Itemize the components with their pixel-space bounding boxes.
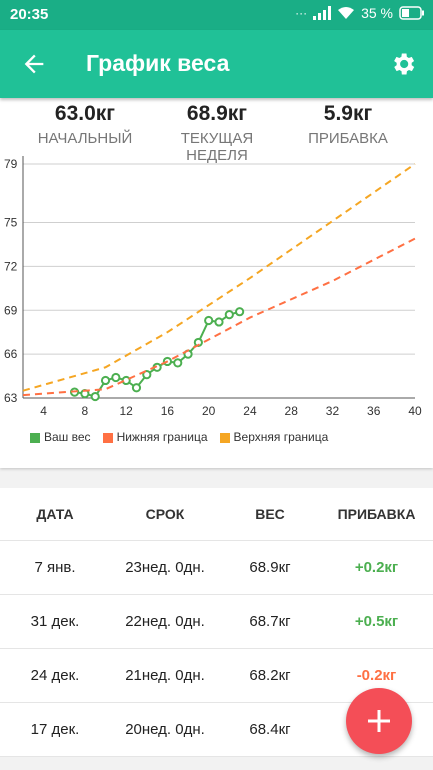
battery-percent: 35 % xyxy=(361,5,393,21)
weight-point xyxy=(142,370,152,380)
legend-item-weight: Ваш вес xyxy=(30,430,91,444)
y-tick-label: 72 xyxy=(4,259,18,273)
weight-point xyxy=(90,391,100,402)
header-term: СРОК xyxy=(145,506,185,522)
add-weight-button[interactable] xyxy=(346,688,412,754)
series-line-lower xyxy=(22,237,416,397)
status-bar: 20:35 ··· 35 % xyxy=(0,0,433,30)
more-icon: ··· xyxy=(295,6,308,20)
plus-icon xyxy=(368,710,390,732)
status-icons: ··· 35 % xyxy=(295,5,425,21)
chart-legend: Ваш вес Нижняя граница Верхняя граница xyxy=(30,430,328,444)
x-tick-label: 36 xyxy=(367,404,381,418)
y-tick-label: 75 xyxy=(4,216,18,230)
weight-summary-card: 63.0кг НАЧАЛЬНЫЙ 68.9кг ТЕКУЩАЯ НЕДЕЛЯ 5… xyxy=(0,98,433,468)
stat-initial: 63.0кг НАЧАЛЬНЫЙ xyxy=(30,102,140,147)
cell-gain: +0.2кг xyxy=(354,559,399,576)
signal-icon xyxy=(313,6,332,20)
legend-item-lower: Нижняя граница xyxy=(102,430,208,444)
x-tick-label: 40 xyxy=(408,404,422,418)
cell-gain: +0.5кг xyxy=(354,613,399,630)
weight-point xyxy=(235,307,245,317)
stat-gain: 5.9кг ПРИБАВКА xyxy=(300,102,396,147)
x-tick-label: 16 xyxy=(161,404,175,418)
stat-gain-value: 5.9кг xyxy=(323,102,373,125)
weight-point xyxy=(131,383,142,393)
cell-term: 23нед. 0дн. xyxy=(125,559,205,576)
stat-gain-label: ПРИБАВКА xyxy=(308,130,388,147)
cell-term: 21нед. 0дн. xyxy=(125,667,205,684)
cell-date: 31 дек. xyxy=(30,613,80,630)
table-row[interactable]: 24 дек. 21нед. 0дн. 68.2кг -0.2кг xyxy=(0,649,433,703)
weight-point xyxy=(204,315,214,326)
settings-gear-icon[interactable] xyxy=(389,50,417,78)
table-row[interactable]: 7 янв. 23нед. 0дн. 68.9кг +0.2кг xyxy=(0,541,433,595)
x-tick-label: 24 xyxy=(243,404,257,418)
y-tick-label: 63 xyxy=(4,391,18,405)
table-row[interactable]: 17 дек. 20нед. 0дн. 68.4кг - xyxy=(0,703,433,757)
x-tick-label: 20 xyxy=(202,404,216,418)
table-row[interactable]: 31 дек. 22нед. 0дн. 68.7кг +0.5кг xyxy=(0,595,433,649)
cell-weight: 68.4кг xyxy=(249,721,291,738)
x-tick-label: 8 xyxy=(82,404,89,418)
weight-point xyxy=(224,310,234,320)
app-bar: График веса xyxy=(0,30,433,98)
y-tick-label: 79 xyxy=(4,157,18,171)
battery-icon xyxy=(399,6,424,20)
weight-point xyxy=(111,372,121,383)
cell-date: 7 янв. xyxy=(34,559,76,576)
wifi-icon xyxy=(338,7,355,19)
cell-weight: 68.9кг xyxy=(249,559,291,576)
x-tick-label: 32 xyxy=(326,404,340,418)
x-tick-label: 28 xyxy=(285,404,299,418)
series-line-upper xyxy=(22,163,416,392)
cell-gain: -0.2кг xyxy=(356,667,397,684)
cell-term: 22нед. 0дн. xyxy=(125,613,205,630)
x-tick-label: 12 xyxy=(119,404,133,418)
stat-initial-label: НАЧАЛЬНЫЙ xyxy=(37,130,133,147)
cell-term: 20нед. 0дн. xyxy=(125,721,205,738)
cell-date: 17 дек. xyxy=(30,721,80,738)
weight-point xyxy=(121,375,131,386)
cell-date: 24 дек. xyxy=(30,667,80,684)
legend-item-upper: Верхняя граница xyxy=(219,430,328,444)
cell-weight: 68.2кг xyxy=(249,667,291,684)
weight-point xyxy=(173,358,183,368)
header-weight: ВЕС xyxy=(255,506,285,522)
y-tick-label: 66 xyxy=(4,347,18,361)
header-gain: ПРИБАВКА xyxy=(337,506,416,522)
x-tick-label: 4 xyxy=(40,404,47,418)
weight-point xyxy=(214,317,224,327)
cell-weight: 68.7кг xyxy=(249,613,291,630)
page-title: График веса xyxy=(86,50,230,76)
table-header: ДАТА СРОК ВЕС ПРИБАВКА xyxy=(0,488,433,541)
stat-current-label: ТЕКУЩАЯ НЕДЕЛЯ xyxy=(180,130,254,164)
weight-point xyxy=(100,375,111,386)
status-time: 20:35 xyxy=(10,6,49,23)
weight-chart: 63 66 69 72 75 79 4 8 12 16 20 24 28 32 36 40 xyxy=(4,156,422,418)
stat-current-value: 68.9кг xyxy=(186,102,248,125)
y-tick-label: 69 xyxy=(4,303,18,317)
stat-current-week: 68.9кг ТЕКУЩАЯ НЕДЕЛЯ xyxy=(150,102,284,164)
stat-initial-value: 63.0кг xyxy=(54,102,116,125)
header-date: ДАТА xyxy=(36,506,74,522)
back-arrow-icon[interactable] xyxy=(20,50,48,78)
